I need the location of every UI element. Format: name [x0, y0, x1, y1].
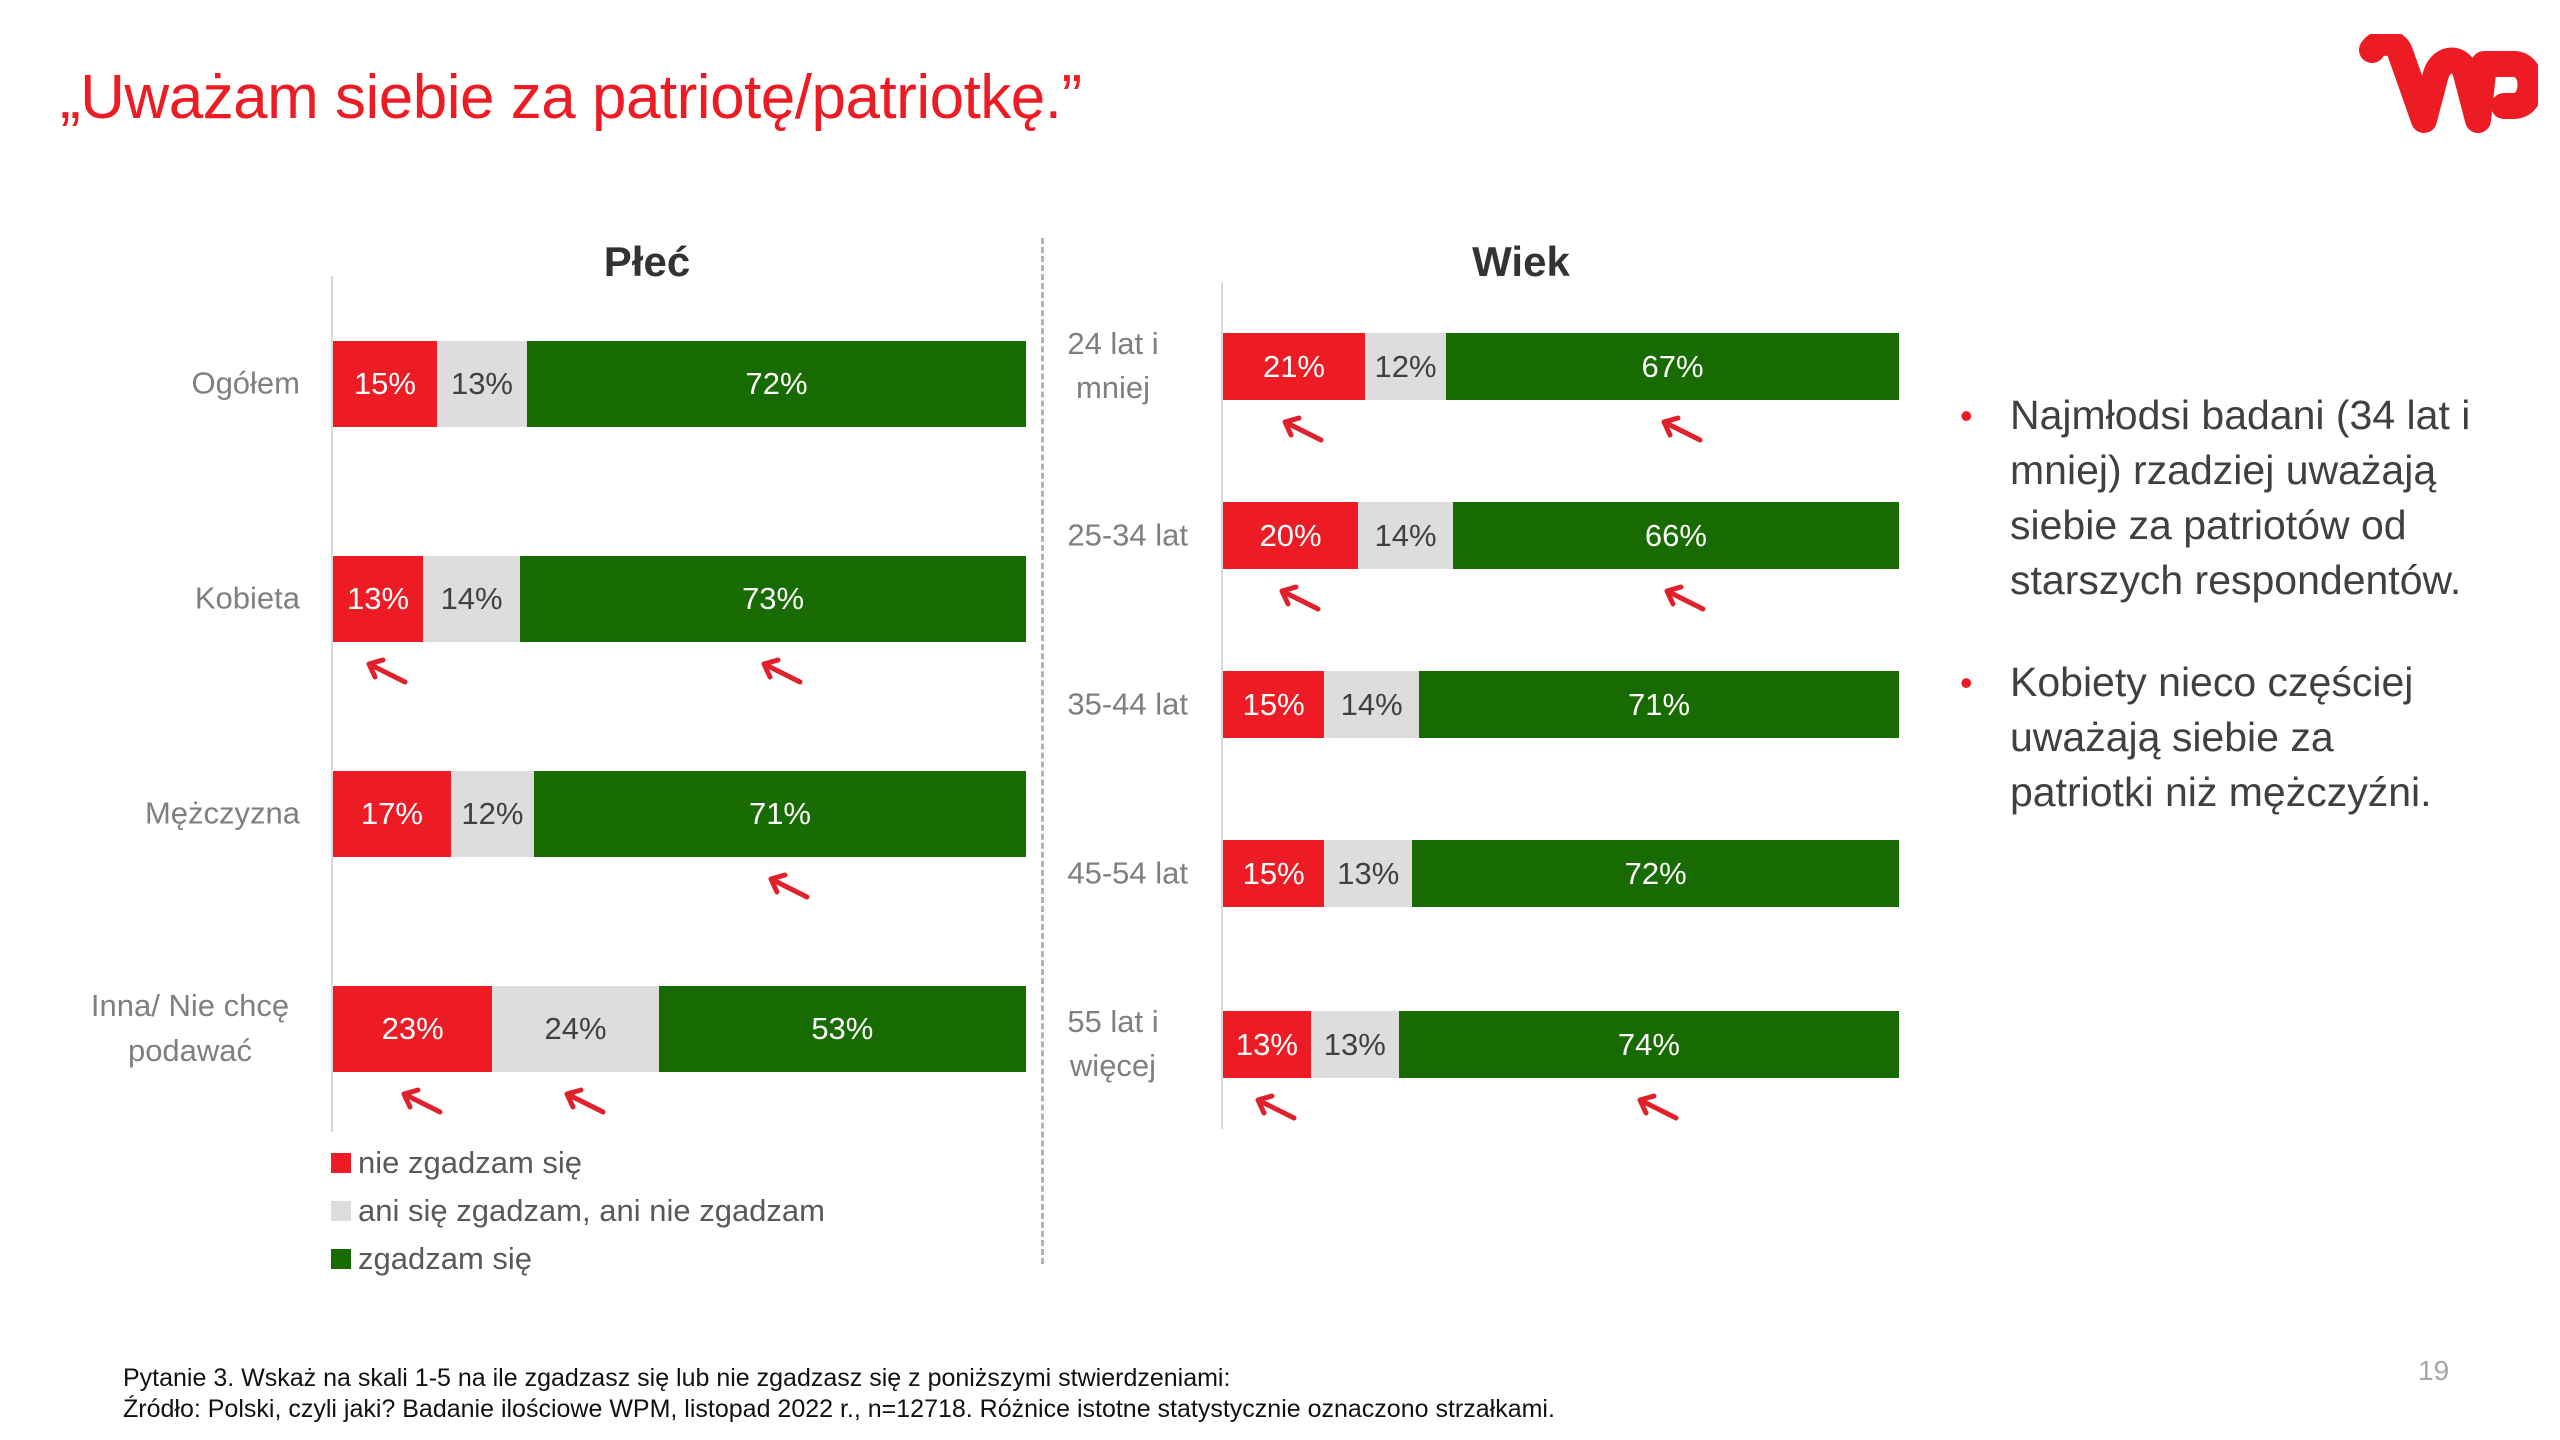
data-label: 74%: [1617, 1026, 1680, 1062]
finding-text: Najmłodsi badani (34 lat i mniej) rzadzi…: [2010, 392, 2471, 603]
bar-segment: 14%: [423, 556, 521, 642]
significance-arrow-icon: [366, 657, 408, 685]
data-label: 17%: [360, 796, 423, 831]
slide-title: „Uważam siebie za patriotę/patriotkę.”: [60, 63, 1082, 132]
data-label: 14%: [1340, 686, 1403, 722]
category-label: Inna/ Nie chcę podawać: [90, 988, 290, 1068]
bar-segment: 15%: [1223, 671, 1325, 738]
footer-source: Źródło: Polski, czyli jaki? Badanie iloś…: [123, 1395, 1555, 1423]
significance-arrow-icon: [1279, 584, 1321, 612]
data-label: 15%: [353, 366, 416, 401]
category-label: 55 lat i więcej: [1067, 1003, 1159, 1084]
significance-arrow-icon: [401, 1087, 443, 1115]
data-label: 67%: [1641, 348, 1704, 384]
category-label: Kobieta: [194, 580, 300, 616]
bar-segment: 71%: [533, 771, 1026, 857]
data-label: 53%: [811, 1011, 874, 1046]
bar-segment: 14%: [1358, 502, 1453, 569]
data-label: 12%: [1374, 348, 1437, 384]
bar-segment: 20%: [1223, 502, 1359, 569]
finding-item: • Najmłodsi badani (34 lat i mniej) rzadz…: [1960, 388, 2480, 608]
data-label: 13%: [347, 581, 410, 616]
bar-segment: 12%: [1364, 333, 1447, 400]
category-label: 24 lat i mniej: [1067, 325, 1159, 406]
legend-label-disagree: nie zgadzam się: [358, 1145, 583, 1180]
category-label: 35-44 lat: [1067, 686, 1188, 722]
data-label: 13%: [1337, 855, 1400, 891]
bullet-icon: •: [1960, 662, 1973, 703]
legend-swatch-disagree: [331, 1153, 351, 1173]
wp-logo: [2358, 29, 2544, 151]
category-label: 45-54 lat: [1067, 855, 1188, 891]
data-label: 12%: [461, 796, 524, 831]
data-label: 24%: [544, 1011, 607, 1046]
data-label: 66%: [1644, 517, 1707, 553]
bar-segment: 74%: [1398, 1011, 1899, 1078]
significance-arrow-icon: [1661, 415, 1703, 443]
data-label: 13%: [450, 366, 513, 401]
bar-segment: 53%: [658, 986, 1026, 1072]
bar-segment: 13%: [1324, 840, 1413, 907]
data-label: 15%: [1242, 855, 1305, 891]
divider: [1041, 238, 1044, 1264]
data-label: 21%: [1262, 348, 1325, 384]
bar-segment: 15%: [333, 341, 437, 427]
data-label: 23%: [381, 1011, 444, 1046]
bar-segment: 71%: [1419, 671, 1899, 738]
page-number: 19: [2418, 1355, 2450, 1386]
bar-segment: 24%: [492, 986, 659, 1072]
bar-segment: 17%: [333, 771, 451, 857]
category-axis: [1221, 282, 1223, 1129]
significance-arrow-icon: [768, 872, 810, 900]
significance-arrow-icon: [564, 1087, 606, 1115]
finding-item: • Kobiety nieco częściej uważają siebie z…: [1960, 655, 2480, 820]
bar-segment: 21%: [1223, 333, 1365, 400]
data-label: 20%: [1259, 517, 1322, 553]
significance-arrow-icon: [1637, 1093, 1679, 1121]
significance-arrow-icon: [1282, 415, 1324, 443]
bar-segment: 13%: [1223, 1011, 1311, 1078]
bar-segment: 72%: [1412, 840, 1899, 907]
category-label: 25-34 lat: [1067, 517, 1188, 553]
legend-swatch-neutral: [331, 1201, 351, 1221]
legend-swatch-agree: [331, 1249, 351, 1269]
data-label: 72%: [745, 366, 808, 401]
category-axis: [331, 276, 333, 1132]
legend-label-agree: zgadzam się: [358, 1241, 533, 1276]
category-label: Mężczyzna: [144, 795, 300, 831]
data-label: 72%: [1624, 855, 1687, 891]
data-label: 14%: [440, 581, 503, 616]
footer-question: Pytanie 3. Wskaż na skali 1-5 na ile zga…: [123, 1364, 1231, 1392]
bar-segment: 66%: [1452, 502, 1899, 569]
chart-title-gender: Płeć: [603, 238, 691, 285]
data-label: 15%: [1242, 686, 1305, 722]
chart-title-age: Wiek: [1472, 238, 1570, 285]
bullet-icon: •: [1960, 395, 1973, 436]
bar-segment: 13%: [333, 556, 424, 642]
significance-arrow-icon: [1255, 1093, 1297, 1121]
bar-segment: 15%: [1223, 840, 1325, 907]
data-label: 14%: [1374, 517, 1437, 553]
data-label: 13%: [1235, 1026, 1298, 1062]
category-label: Ogółem: [191, 365, 300, 401]
bar-segment: 13%: [436, 341, 528, 427]
bar-segment: 14%: [1324, 671, 1420, 738]
significance-arrow-icon: [1664, 584, 1706, 612]
finding-text: Kobiety nieco częściej uważają siebie za…: [2010, 659, 2432, 815]
legend-label-neutral: ani się zgadzam, ani nie zgadzam: [358, 1193, 825, 1228]
data-label: 71%: [748, 796, 811, 831]
bar-segment: 12%: [450, 771, 534, 857]
data-label: 73%: [742, 581, 805, 616]
bar-segment: 72%: [527, 341, 1026, 427]
bar-segment: 73%: [520, 556, 1026, 642]
bar-segment: 67%: [1446, 333, 1899, 400]
data-label: 71%: [1627, 686, 1691, 722]
bar-segment: 23%: [333, 986, 493, 1072]
key-findings: • Najmłodsi badani (34 lat i mniej) rzadz…: [1960, 388, 2480, 867]
significance-arrow-icon: [761, 657, 803, 685]
bar-segment: 13%: [1310, 1011, 1399, 1078]
data-label: 13%: [1323, 1026, 1386, 1062]
